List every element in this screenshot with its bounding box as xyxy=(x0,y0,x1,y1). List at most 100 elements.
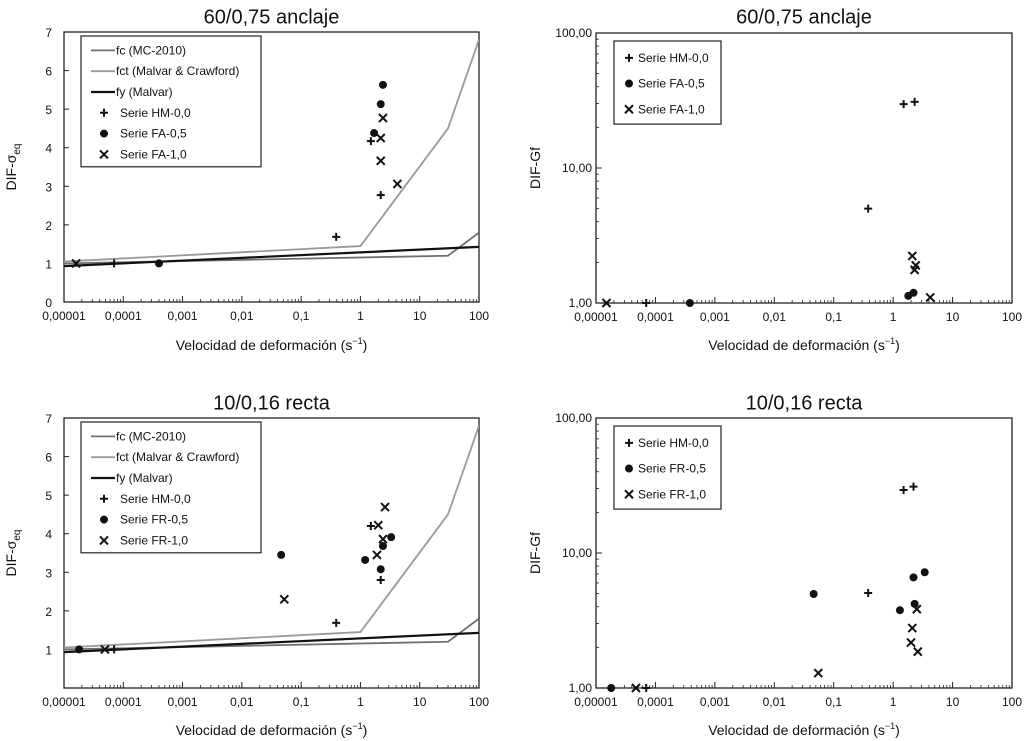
x-tick-label: 0,001 xyxy=(700,695,730,709)
y-tick-label: 2 xyxy=(45,219,52,233)
chart-panel-2: 60/0,75 anclaje 0,00001 0,0001 0,001 0,01 0,1… xyxy=(527,6,1022,353)
x-axis-label-text: Velocidad de deformación (s xyxy=(176,337,353,353)
x-tick-label: 0,00001 xyxy=(574,695,618,709)
x-tick-label: 10 xyxy=(946,695,960,709)
series-plus xyxy=(110,137,385,268)
data-point-dot xyxy=(370,129,379,138)
data-point-plus xyxy=(899,485,908,494)
data-point-plus xyxy=(642,684,651,692)
line-fct xyxy=(64,425,479,649)
data-point-plus xyxy=(332,232,341,241)
y-tick-label: 1 xyxy=(45,643,52,657)
data-point-cross xyxy=(71,258,81,269)
data-point-plus xyxy=(376,191,385,200)
x-tick-label: 1 xyxy=(890,695,897,709)
x-axis-label: Velocidad de deformación (s−1) xyxy=(708,336,900,353)
data-point-cross xyxy=(913,646,923,657)
data-point-plus xyxy=(909,482,918,491)
x-axis-label-text: Velocidad de deformación (s xyxy=(176,722,353,738)
data-point-dot xyxy=(920,568,929,577)
plot-frame xyxy=(63,417,480,689)
y-tick-label: 7 xyxy=(45,412,52,426)
x-tick-label: 0,1 xyxy=(825,310,842,324)
x-tick-label: 100 xyxy=(469,309,489,323)
legend-marker-cross xyxy=(99,535,109,546)
y-tick-label: 6 xyxy=(45,65,52,79)
data-point-cross xyxy=(392,179,403,189)
legend-label: fc (MC-2010) xyxy=(116,429,186,443)
x-tick-label: 100 xyxy=(1002,695,1022,709)
data-point-plus xyxy=(110,259,119,268)
x-axis-label-end: ) xyxy=(363,337,368,353)
series-lines xyxy=(64,39,479,268)
y-tick-label: 6 xyxy=(45,451,52,465)
chart-panel-1: 60/0,75 anclaje 0,00001 0,0001 0,001 0,01 0,1… xyxy=(3,6,489,353)
data-point-cross xyxy=(376,156,386,166)
data-point-cross xyxy=(378,534,388,544)
data-point-cross xyxy=(279,594,290,604)
chart-title: 60/0,75 anclaje xyxy=(204,6,340,28)
x-axis-label-sup: −1 xyxy=(352,721,362,731)
y-axis-label-text: DIF-σ xyxy=(3,540,19,576)
y-tick-label: 2 xyxy=(45,605,52,619)
series-dot xyxy=(75,533,396,654)
legend-label: Serie HM-0,0 xyxy=(638,436,709,450)
data-point-plus xyxy=(366,137,375,146)
y-tick-label: 5 xyxy=(45,489,52,503)
x-tick-label: 0,1 xyxy=(293,309,310,323)
x-tick-label: 1 xyxy=(357,309,364,323)
x-tick-label: 0,01 xyxy=(230,309,254,323)
series-cross xyxy=(71,113,403,269)
legend-label: fct (Malvar & Crawford) xyxy=(116,64,239,78)
data-point-plus xyxy=(366,522,375,530)
legend: Serie HM-0,0 Serie FA-0,5 Serie FA-1,0 xyxy=(613,40,722,125)
y-tick-label: 10,00 xyxy=(562,546,592,560)
data-point-dot xyxy=(909,288,918,297)
series-cross xyxy=(100,502,390,655)
x-tick-label: 0,00001 xyxy=(574,310,618,324)
legend-marker-plus xyxy=(625,53,633,62)
y-axis-label: DIF-Gf xyxy=(527,532,543,574)
y-tick-label: 100,00 xyxy=(555,26,592,40)
legend-box xyxy=(80,421,262,554)
legend-marker-cross xyxy=(624,489,634,499)
legend-label: Serie FR-0,5 xyxy=(638,462,706,476)
x-tick-label: 0,00001 xyxy=(42,695,86,709)
y-tick-label: 1,00 xyxy=(569,296,593,310)
x-tick-label: 10 xyxy=(413,309,427,323)
legend-marker-plus xyxy=(100,494,108,503)
legend-marker-cross xyxy=(624,104,634,114)
data-point-dot xyxy=(387,533,396,542)
data-point-cross xyxy=(907,251,917,261)
x-axis-label: Velocidad de deformación (s−1) xyxy=(176,336,368,353)
chart-title: 60/0,75 anclaje xyxy=(736,6,872,28)
x-axis-label-sup: −1 xyxy=(885,721,895,731)
legend-label: Serie FA-0,5 xyxy=(120,127,187,141)
x-tick-label: 100 xyxy=(469,695,489,709)
series-cross xyxy=(601,251,935,308)
legend: fc (MC-2010) fct (Malvar & Crawford) fy (M… xyxy=(80,421,262,554)
chart-title: 10/0,16 recta xyxy=(746,392,864,414)
x-tick-label: 0,0001 xyxy=(105,695,142,709)
y-tick-label: 4 xyxy=(45,142,52,156)
legend-label: fy (Malvar) xyxy=(116,85,173,99)
legend-marker-dot xyxy=(625,79,633,88)
data-point-plus xyxy=(910,97,919,106)
x-tick-label: 1 xyxy=(357,695,364,709)
data-point-cross xyxy=(631,683,641,693)
x-tick-label: 0,1 xyxy=(293,695,310,709)
x-axis-label-end: ) xyxy=(363,722,368,738)
y-axis-label: DIF-Gf xyxy=(527,147,543,189)
x-tick-label: 0,001 xyxy=(168,695,198,709)
legend-marker-cross xyxy=(99,149,109,160)
data-point-cross xyxy=(906,637,916,648)
x-tick-label: 0,0001 xyxy=(637,695,674,709)
x-axis-label-sup: −1 xyxy=(885,336,895,346)
data-point-cross xyxy=(601,298,612,308)
x-tick-label: 0,001 xyxy=(700,310,730,324)
x-axis-label: Velocidad de deformación (s−1) xyxy=(708,721,900,738)
x-axis-label-text: Velocidad de deformación (s xyxy=(708,722,885,738)
legend: Serie HM-0,0 Serie FR-0,5 Serie FR-1,0 xyxy=(613,425,722,510)
data-point-cross xyxy=(100,644,110,655)
series-dot xyxy=(154,80,387,268)
